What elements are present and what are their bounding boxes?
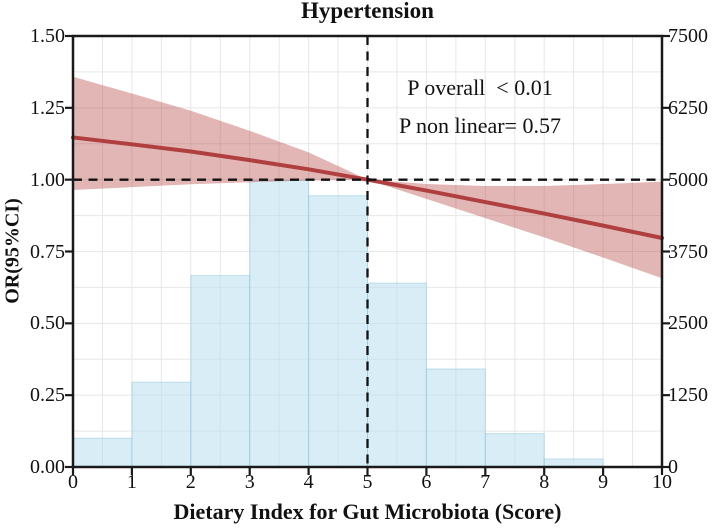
y-right-tick-label: 1250 xyxy=(668,384,708,407)
y-right-tick-label: 2500 xyxy=(668,312,708,335)
y-right-tick-label: 5000 xyxy=(668,168,708,191)
y-left-tick-label: 1.25 xyxy=(30,96,65,119)
histogram-bar xyxy=(484,433,545,468)
y-right-tick-label: 3750 xyxy=(668,240,708,263)
histogram-bar xyxy=(190,275,251,468)
x-tick-label: 2 xyxy=(185,471,196,493)
x-tick-label: 8 xyxy=(539,471,550,493)
y-right-tick-label: 0 xyxy=(668,456,678,478)
x-tick-label: 5 xyxy=(362,471,373,493)
y-left-tick-label: 0.25 xyxy=(30,384,65,407)
y-left-tick-label: 0.00 xyxy=(30,456,65,478)
y-left-tick-label: 0.75 xyxy=(30,240,65,263)
annotation-p-overall: P overall < 0.01 xyxy=(407,75,553,100)
chart-title: Hypertension xyxy=(301,0,434,23)
x-tick-label: 9 xyxy=(598,471,609,493)
x-tick-label: 0 xyxy=(68,471,78,493)
y-left-tick-label: 1.00 xyxy=(30,168,65,191)
x-tick-label: 3 xyxy=(244,471,255,493)
x-tick-label: 10 xyxy=(652,471,672,493)
y-left-tick-label: 1.50 xyxy=(30,25,65,47)
x-tick-label: 4 xyxy=(303,471,314,493)
y-right-tick-label: 7500 xyxy=(668,25,708,47)
y-left-tick-label: 0.50 xyxy=(30,312,65,335)
histogram-bar xyxy=(425,368,486,468)
histogram-bar xyxy=(249,180,310,468)
histogram-bar xyxy=(367,282,427,468)
histogram-bar xyxy=(72,437,133,468)
y-right-tick-label: 6250 xyxy=(668,96,708,119)
histogram-bar xyxy=(131,381,192,468)
x-tick-label: 1 xyxy=(126,471,137,493)
annotation-p-nonlinear: P non linear= 0.57 xyxy=(399,113,561,138)
x-tick-label: 7 xyxy=(480,471,491,493)
x-tick-label: 6 xyxy=(421,471,432,493)
histogram-bar xyxy=(308,195,369,468)
ci-band xyxy=(73,76,662,279)
x-axis-label: Dietary Index for Gut Microbiota (Score) xyxy=(173,499,562,524)
